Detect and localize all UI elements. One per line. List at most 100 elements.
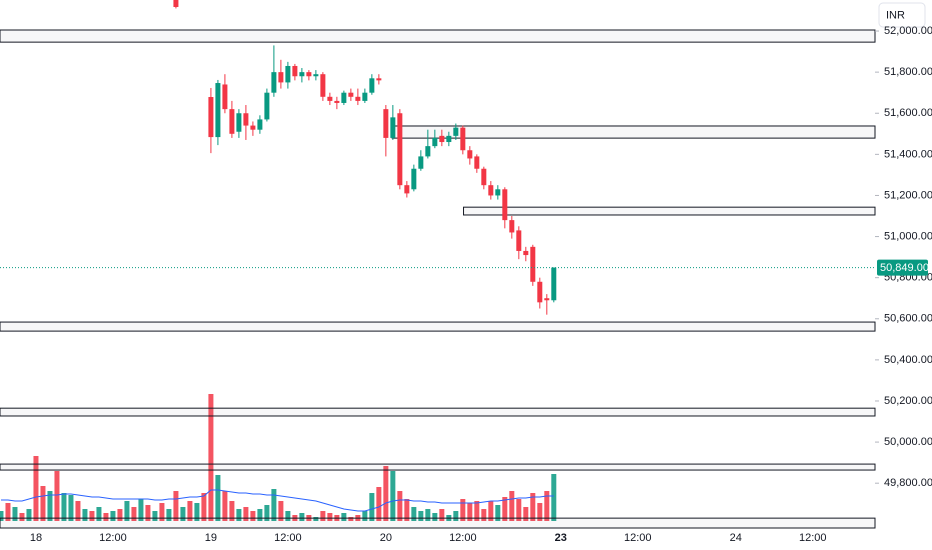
volume-bar — [96, 507, 102, 521]
volume-bar — [166, 509, 172, 521]
candle-body — [327, 96, 333, 101]
x-tick-label: 20 — [380, 532, 392, 544]
currency-box[interactable] — [878, 2, 926, 28]
x-tick-label: 12:00 — [624, 532, 652, 544]
candle-body — [397, 113, 403, 186]
volume-bar — [320, 511, 326, 521]
volume-bar — [75, 501, 81, 521]
candle-body — [250, 125, 256, 130]
candle-body — [334, 100, 340, 103]
volume-bar — [145, 505, 151, 521]
volume-bar — [313, 517, 319, 521]
candle-body — [453, 127, 459, 136]
candle-body — [320, 74, 326, 97]
volume-bar — [299, 513, 305, 521]
candle-body — [222, 84, 228, 110]
candle-body — [313, 74, 319, 77]
volume-bar — [481, 509, 487, 521]
volume-bar — [194, 503, 200, 521]
volume-bar — [460, 499, 466, 521]
volume-bar — [61, 493, 67, 521]
y-tick-label: 49,800.00 — [884, 477, 932, 489]
volume-bar — [285, 511, 291, 521]
zone — [0, 517, 876, 529]
volume-bar — [495, 505, 501, 521]
candle-body — [474, 156, 480, 169]
volume-bar — [362, 511, 368, 521]
candle-body — [537, 281, 543, 303]
volume-bar — [383, 466, 389, 521]
candle-body — [383, 109, 389, 138]
candle-body — [404, 185, 410, 194]
candle-body — [439, 135, 445, 143]
candle-body — [551, 267, 557, 301]
volume-bar — [418, 511, 424, 521]
volume-bar — [376, 487, 382, 521]
candle-body — [425, 146, 431, 157]
candle-body — [446, 135, 452, 143]
volume-bar — [390, 471, 396, 521]
volume-ma-line — [1, 489, 554, 512]
x-tick-label: 12:00 — [799, 532, 827, 544]
candle-body — [460, 127, 466, 151]
last-price-box — [877, 259, 928, 276]
candle-body — [411, 168, 417, 190]
candle-body — [306, 72, 312, 77]
volume-bar — [152, 511, 158, 521]
volume-bar — [117, 509, 123, 521]
y-tick-label: 50,400.00 — [884, 354, 932, 366]
candle-body — [369, 78, 375, 93]
volume-bar — [551, 474, 557, 521]
y-tick-label: 50,600.00 — [884, 313, 932, 325]
volume-bar — [12, 507, 18, 521]
volume-bar — [369, 493, 375, 521]
candle-body — [376, 78, 382, 81]
volume-bar — [502, 497, 508, 521]
y-tick-label: 51,800.00 — [884, 66, 932, 78]
volume-bar — [397, 491, 403, 521]
volume-bar — [236, 509, 242, 521]
volume-bar — [180, 507, 186, 521]
volume-bar — [348, 517, 354, 521]
x-tick-label: 19 — [205, 532, 217, 544]
candle-body — [544, 298, 550, 301]
candle-body — [271, 72, 277, 93]
volume-bar — [467, 503, 473, 521]
candle-body — [257, 119, 263, 130]
zone — [463, 206, 876, 216]
zone — [0, 321, 876, 332]
volume-bar — [201, 493, 207, 521]
volume-bar — [404, 499, 410, 521]
y-tick-label: 51,000.00 — [884, 230, 932, 242]
x-tick-label: 23 — [555, 532, 567, 544]
candle-body — [530, 246, 536, 282]
last-price-label: 50,849.00 — [880, 262, 929, 274]
volume-bar — [215, 475, 221, 521]
volume-bar — [327, 513, 333, 521]
volume-bar — [173, 491, 179, 521]
volume-bar — [82, 509, 88, 521]
volume-bar — [516, 499, 522, 521]
y-tick-label: 52,000.00 — [884, 25, 932, 37]
candle-body — [390, 117, 396, 138]
candle-body — [362, 92, 368, 101]
volume-bar — [411, 507, 417, 521]
volume-bar — [47, 491, 53, 521]
candle-body — [215, 83, 221, 138]
volume-bar — [439, 509, 445, 521]
candle-body — [488, 185, 494, 196]
volume-bar — [110, 511, 116, 521]
candle-body — [432, 137, 438, 147]
volume-bar — [474, 501, 480, 521]
currency[interactable]: INR — [886, 9, 905, 21]
y-tick-label: 50,000.00 — [884, 436, 932, 448]
volume-bar — [523, 507, 529, 521]
volume-bar — [124, 501, 130, 521]
volume-bar — [243, 507, 249, 521]
volume-bar — [488, 501, 494, 521]
volume-bar — [530, 493, 536, 521]
volume-bar — [264, 505, 270, 521]
y-tick-label: 51,200.00 — [884, 189, 932, 201]
candle-body — [348, 92, 354, 97]
